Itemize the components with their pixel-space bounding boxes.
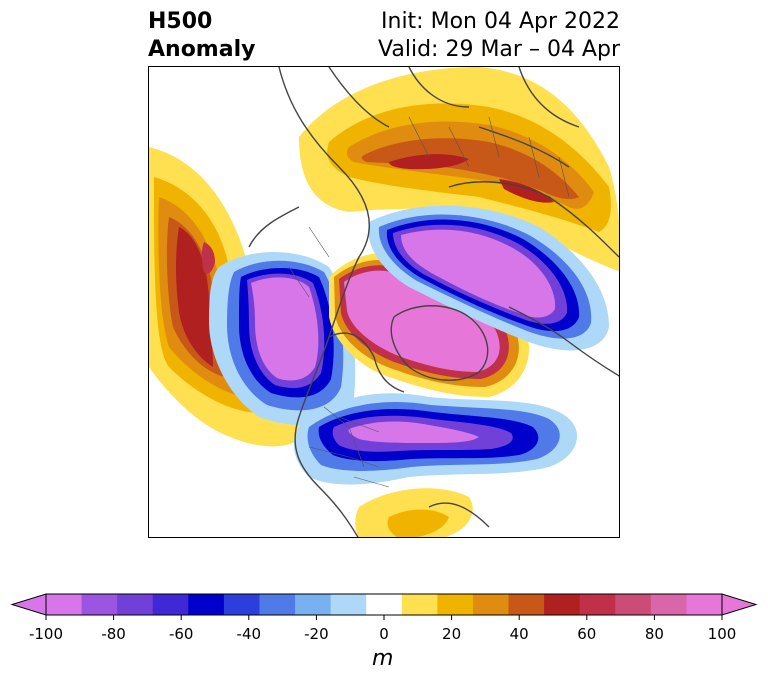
colorbar-swatch: [259, 594, 296, 615]
map-dates: Init: Mon 04 Apr 2022 Valid: 29 Mar – 04…: [378, 8, 620, 64]
colorbar-tick-label: 60: [577, 625, 596, 643]
atlantic-negative-anomaly: [293, 393, 578, 485]
scandinavia-negative-anomaly: [368, 205, 609, 351]
anomaly-map: [148, 66, 620, 538]
colorbar-tick-label: -60: [169, 625, 194, 643]
colorbar-swatch: [366, 594, 403, 615]
colorbar-swatch: [188, 594, 225, 615]
coastlines: [248, 67, 619, 537]
colorbar-swatch: [81, 594, 118, 615]
title-variable: H500: [148, 9, 213, 34]
colorbar-tick-label: 80: [645, 625, 664, 643]
colorbar-unit: m: [372, 646, 394, 671]
colorbar-swatch: [686, 594, 723, 615]
eurasia-positive-anomaly: [299, 67, 619, 272]
political-borders: [288, 116, 570, 488]
arctic-positive-anomaly: [329, 253, 529, 397]
colorbar-tick-label: -40: [237, 625, 262, 643]
colorbar-swatch: [615, 594, 652, 615]
colorbar-tick-label: 100: [708, 625, 737, 643]
map-title: H500 Anomaly: [148, 8, 255, 64]
colorbar-tick-label: -100: [29, 625, 63, 643]
colorbar-tick-label: -20: [304, 625, 329, 643]
colorbar-tick-label: 40: [510, 625, 529, 643]
colorbar-swatch: [401, 594, 438, 615]
colorbar-swatch: [650, 594, 687, 615]
colorbar-swatch: [46, 594, 83, 615]
colorbar-swatch: [579, 594, 616, 615]
colorbar-swatch: [508, 594, 545, 615]
alaska-negative-anomaly: [209, 252, 356, 426]
colorbar-tick-label: 0: [379, 625, 389, 643]
init-date: Init: Mon 04 Apr 2022: [381, 9, 620, 34]
colorbar-swatch: [117, 594, 154, 615]
colorbar-swatch: [152, 594, 189, 615]
colorbar-tick-label: 20: [442, 625, 461, 643]
colorbar-swatch: [295, 594, 332, 615]
colorbar-swatch: [472, 594, 510, 615]
title-field: Anomaly: [148, 37, 256, 62]
colorbar-min-extend: [10, 593, 47, 616]
colorbar-tick-label: -80: [101, 625, 126, 643]
colorbar: -100 -80 -60 -40 -20 0 20 40 60 80 100: [10, 593, 758, 643]
map-canvas: [149, 67, 619, 537]
subtropical-positive-anomaly: [355, 488, 473, 537]
colorbar-max-extend: [721, 593, 758, 616]
valid-range: Valid: 29 Mar – 04 Apr: [378, 37, 620, 62]
colorbar-swatch: [544, 594, 581, 615]
colorbar-swatch: [330, 594, 367, 615]
colorbar-swatch: [223, 594, 260, 615]
colorbar-swatch: [437, 594, 474, 615]
